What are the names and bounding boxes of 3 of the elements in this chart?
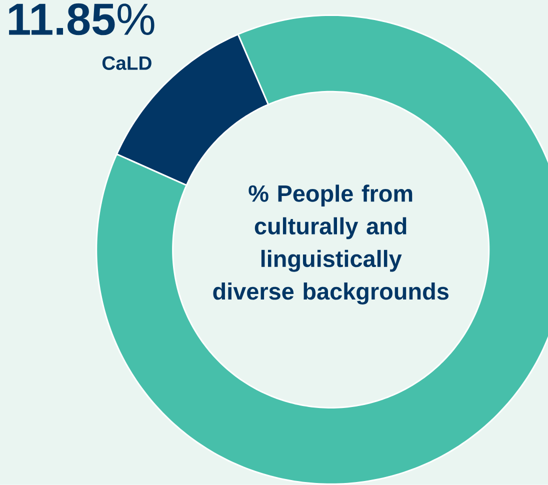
slice-label: CaLD [102, 56, 152, 70]
data-label: 11.85% [9, 3, 154, 36]
text: % People from culturally and linguistically diverse backgrounds [213, 184, 448, 305]
